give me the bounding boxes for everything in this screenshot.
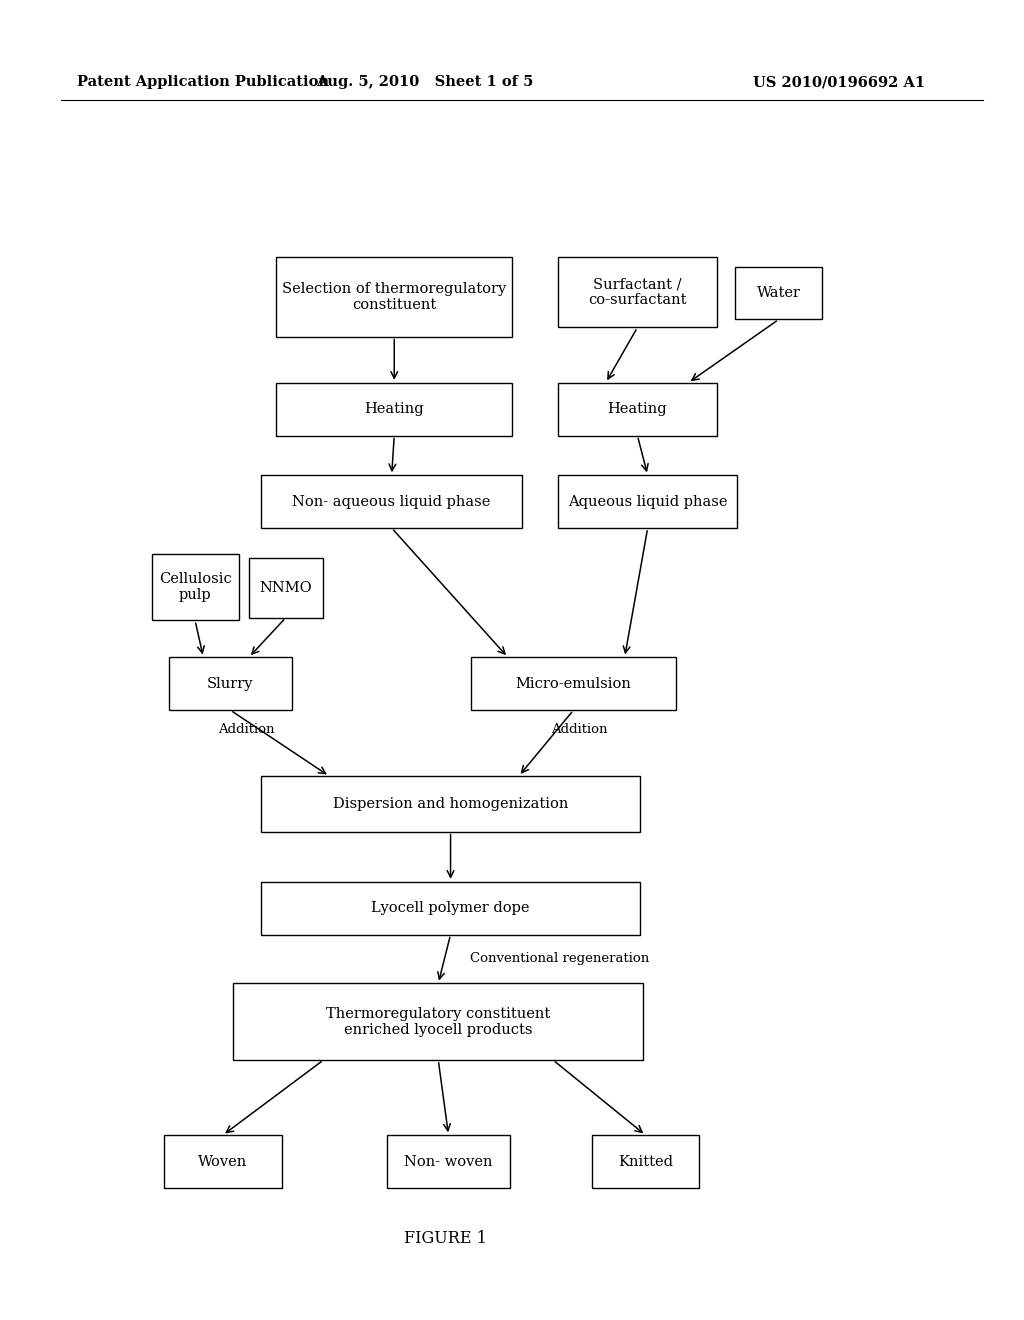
- FancyBboxPatch shape: [233, 983, 643, 1060]
- FancyBboxPatch shape: [276, 257, 512, 337]
- Text: Non- aqueous liquid phase: Non- aqueous liquid phase: [293, 495, 490, 508]
- FancyBboxPatch shape: [164, 1135, 282, 1188]
- Text: US 2010/0196692 A1: US 2010/0196692 A1: [753, 75, 925, 88]
- FancyBboxPatch shape: [276, 383, 512, 436]
- FancyBboxPatch shape: [261, 882, 640, 935]
- FancyBboxPatch shape: [471, 657, 676, 710]
- FancyBboxPatch shape: [152, 554, 239, 620]
- FancyBboxPatch shape: [169, 657, 292, 710]
- FancyBboxPatch shape: [387, 1135, 510, 1188]
- Text: FIGURE 1: FIGURE 1: [404, 1230, 486, 1246]
- Text: Micro-emulsion: Micro-emulsion: [515, 677, 632, 690]
- Text: Surfactant /
co-surfactant: Surfactant / co-surfactant: [588, 277, 687, 308]
- Text: Lyocell polymer dope: Lyocell polymer dope: [372, 902, 529, 915]
- Text: Patent Application Publication: Patent Application Publication: [77, 75, 329, 88]
- Text: Cellulosic
pulp: Cellulosic pulp: [159, 573, 231, 602]
- Text: Knitted: Knitted: [618, 1155, 673, 1168]
- FancyBboxPatch shape: [261, 475, 522, 528]
- Text: Woven: Woven: [198, 1155, 248, 1168]
- Text: Thermoregulatory constituent
enriched lyocell products: Thermoregulatory constituent enriched ly…: [327, 1007, 550, 1036]
- Text: Selection of thermoregulatory
constituent: Selection of thermoregulatory constituen…: [283, 282, 506, 312]
- Text: Conventional regeneration: Conventional regeneration: [470, 953, 649, 965]
- FancyBboxPatch shape: [592, 1135, 699, 1188]
- Text: Aug. 5, 2010   Sheet 1 of 5: Aug. 5, 2010 Sheet 1 of 5: [316, 75, 534, 88]
- Text: Heating: Heating: [607, 403, 668, 416]
- FancyBboxPatch shape: [558, 383, 717, 436]
- FancyBboxPatch shape: [558, 475, 737, 528]
- Text: Dispersion and homogenization: Dispersion and homogenization: [333, 797, 568, 810]
- Text: Addition: Addition: [551, 723, 607, 737]
- FancyBboxPatch shape: [249, 558, 323, 618]
- Text: Non- woven: Non- woven: [404, 1155, 493, 1168]
- Text: Aqueous liquid phase: Aqueous liquid phase: [568, 495, 727, 508]
- Text: Slurry: Slurry: [207, 677, 254, 690]
- Text: Water: Water: [757, 286, 801, 300]
- Text: NNMO: NNMO: [259, 581, 312, 595]
- Text: Addition: Addition: [218, 723, 274, 737]
- FancyBboxPatch shape: [735, 267, 822, 319]
- FancyBboxPatch shape: [261, 776, 640, 832]
- FancyBboxPatch shape: [558, 257, 717, 327]
- Text: Heating: Heating: [365, 403, 424, 416]
